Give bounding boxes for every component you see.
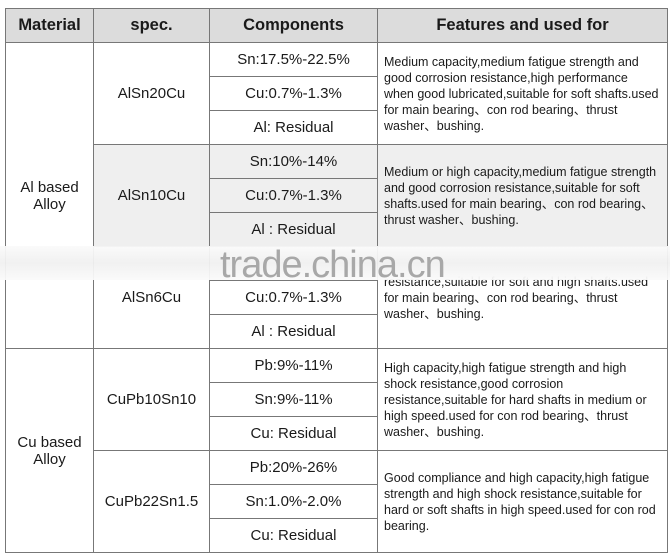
component-cell: Al : Residual — [209, 314, 378, 349]
watermark-band — [0, 246, 670, 280]
table-row: Cu based Alloy CuPb10Sn10 Pb:9%-11% High ca… — [5, 348, 668, 553]
table-row: Cu: Residual — [6, 518, 668, 553]
features-cell: Good compliance and high capacity,high f… — [377, 450, 668, 553]
component-cell: Cu: Residual — [209, 416, 378, 451]
features-cell: Medium or high capacity,medium fatigue s… — [377, 144, 668, 247]
watermark: trade.china.cn — [220, 244, 446, 286]
header-material: Material — [5, 8, 94, 43]
table-row: Sn:1.0%-2.0% — [6, 484, 668, 519]
material-cell: Al based Alloy — [5, 42, 94, 349]
component-cell: Sn:1.0%-2.0% — [209, 484, 378, 519]
table-row: Cu: Residual — [6, 416, 668, 451]
component-cell: Cu: Residual — [209, 518, 378, 553]
header-features: Features and used for — [377, 8, 668, 43]
component-cell: Sn:10%-14% — [209, 144, 378, 179]
component-cell: Cu:0.7%-1.3% — [209, 280, 378, 315]
table-row: Al : Residual — [6, 212, 668, 247]
header-row: Material spec. Components Features and u… — [5, 8, 668, 43]
table-row: Al : Residual — [6, 314, 668, 349]
table-row: CuPb22Sn1.5 Pb:20%-26% Good compliance and… — [6, 450, 668, 553]
table-row: Al based Alloy AlSn20Cu Sn:17.5%-22.5% Medi… — [5, 42, 668, 349]
component-cell: Pb:20%-26% — [209, 450, 378, 485]
component-cell: Al: Residual — [209, 110, 378, 145]
component-cell: Al : Residual — [209, 212, 378, 247]
component-cell: Cu:0.7%-1.3% — [209, 76, 378, 111]
table-row: AlSn10Cu Sn:10%-14% Medium or high capacit… — [6, 144, 668, 247]
material-cell: Cu based Alloy — [5, 348, 94, 553]
header-components: Components — [209, 8, 378, 43]
features-cell: High capacity,high fatigue strength and … — [377, 348, 668, 451]
table-row: Al: Residual — [6, 110, 668, 145]
features-cell: Medium capacity,medium fatigue strength … — [377, 42, 668, 145]
spec-cell: CuPb10Sn10 — [93, 348, 210, 451]
header-spec: spec. — [93, 8, 210, 43]
component-cell: Sn:17.5%-22.5% — [209, 42, 378, 77]
spec-cell: AlSn10Cu — [93, 144, 210, 247]
spec-cell: AlSn20Cu — [93, 42, 210, 145]
table-row: Cu:0.7%-1.3% — [6, 178, 668, 213]
table-row: Cu:0.7%-1.3% — [6, 280, 668, 315]
component-cell: Sn:9%-11% — [209, 382, 378, 417]
component-cell: Pb:9%-11% — [209, 348, 378, 383]
table-row: Cu:0.7%-1.3% — [6, 76, 668, 111]
spec-cell: CuPb22Sn1.5 — [93, 450, 210, 553]
component-cell: Cu:0.7%-1.3% — [209, 178, 378, 213]
